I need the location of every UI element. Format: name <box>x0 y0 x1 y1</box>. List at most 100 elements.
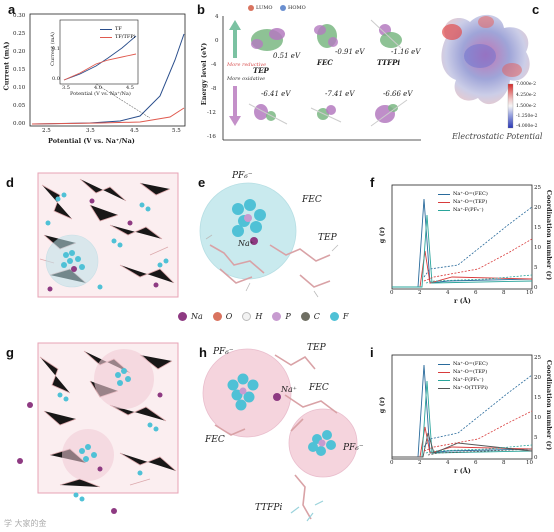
label-na: Na⁺ <box>238 239 254 248</box>
label-tep: TEP <box>307 343 326 353</box>
panel-h: h PF₆⁻ TEP Na⁺ FEC FEC PF₆⁻ TTFPi <box>195 335 365 525</box>
inset-xlabel: Potential (V vs. Na⁺/Na) <box>70 91 131 97</box>
watermark: 学 大家的金 <box>4 519 47 528</box>
cn-pf6 <box>425 444 533 454</box>
y2tick: 5 <box>534 435 538 441</box>
xtick: 10 <box>526 290 533 296</box>
atom-legend-c: C <box>300 312 320 321</box>
ytick: 4 <box>215 14 219 20</box>
colorbar-tick: -1.250e-2 <box>516 114 538 119</box>
legend-pf6: Na⁺-F(PF₆⁻) <box>438 207 484 213</box>
colorbar-tick: -4.000e-2 <box>516 124 538 129</box>
lumo-value-tep: 0.51 eV <box>273 52 301 60</box>
ytick: 0.10 <box>13 85 26 91</box>
label-tep: TEP <box>318 233 337 243</box>
rdf-pf6 <box>392 380 533 458</box>
y-axis-label: g (r) <box>378 226 387 244</box>
cn-fec <box>423 206 533 278</box>
atom-legend: Na O H P C F <box>178 312 348 321</box>
label-pf6: PF₆⁻ <box>232 171 253 181</box>
y-axis-label: g (r) <box>378 396 387 414</box>
panel-i-label: i <box>370 345 374 360</box>
panel-e: e PF₆⁻ FEC Na⁺ TEP <box>190 165 365 305</box>
ytick: -16 <box>207 134 216 140</box>
ytick: 0.20 <box>13 49 26 55</box>
panel-f: f Na⁺-O=(FEC) Na⁺-O=(TEP) Na⁺-F(PF₆⁻) g … <box>368 165 554 305</box>
solvation-structure-h <box>202 348 358 522</box>
label-na: Na⁺ <box>281 385 297 394</box>
cn-pf6 <box>425 274 533 284</box>
inset-leader <box>95 83 151 119</box>
lumo-value-ttfpi: -1.16 eV <box>391 48 421 56</box>
inset-ytick: 0.0 <box>52 76 60 82</box>
panel-c: c 7.000e-2 4.250e-2 1.500e-2 -1.250e- <box>428 0 554 150</box>
label-fec-right: FEC <box>309 383 329 393</box>
more-reductive-label: More reductive <box>227 62 267 68</box>
y2tick: 25 <box>534 185 541 191</box>
xtick: 8 <box>502 460 506 466</box>
y2-axis-label: Coordination number (r) <box>545 359 554 451</box>
atom-legend-p: P <box>272 312 291 321</box>
xtick: 10 <box>526 460 533 466</box>
md-snapshot-g <box>17 342 179 514</box>
inset-ylabel: Current (mA) <box>49 32 56 66</box>
label-fec: FEC <box>302 195 322 205</box>
h-ball-icon <box>242 312 252 321</box>
xtick: 5.5 <box>172 128 181 134</box>
y2tick: 10 <box>534 415 541 421</box>
p-ball-icon <box>272 312 282 321</box>
legend-tep: Na⁺-O=(TEP) <box>438 199 487 205</box>
cn-tep <box>423 410 533 452</box>
xtick: 2.5 <box>42 128 51 134</box>
ytick: 0.25 <box>13 31 26 37</box>
xtick: 4.5 <box>130 128 139 134</box>
ytick: -12 <box>207 110 216 116</box>
cn-tep <box>423 238 533 282</box>
legend-tep: Na⁺-O=(TEP) <box>438 369 487 375</box>
inset-xtick: 3.5 <box>62 85 70 91</box>
y2tick: 15 <box>534 225 541 231</box>
legend-tf: TF <box>100 26 122 32</box>
y2tick: 25 <box>534 355 541 361</box>
y2tick: 0 <box>534 285 538 291</box>
xtick: 2 <box>418 460 422 466</box>
label-fec-left: FEC <box>205 435 225 445</box>
y2tick: 20 <box>534 375 541 381</box>
legend-fec: Na⁺-O=(FEC) <box>438 191 488 197</box>
ytick: -8 <box>211 86 217 92</box>
xtick: 2 <box>418 290 422 296</box>
panel-b-label: b <box>197 2 205 17</box>
xtick: 6 <box>474 290 478 296</box>
ytick: 0.15 <box>13 67 26 73</box>
ytick: 0 <box>215 38 219 44</box>
inset-curve-tfpi <box>63 53 137 81</box>
legend-pf6: Na⁺-F(PF₆⁻) <box>438 377 484 383</box>
panel-b-plot <box>222 5 421 141</box>
homo-value-fec: -7.41 eV <box>325 90 355 98</box>
inset-xtick: 4.0 <box>94 85 102 91</box>
rdf-plot-f <box>391 184 533 290</box>
y2-axis-label: Coordination number (r) <box>545 189 554 281</box>
y2tick: 15 <box>534 395 541 401</box>
o-ball-icon <box>212 312 222 321</box>
inset-ytick: 0.1 <box>52 46 60 52</box>
f-ball-icon <box>329 312 339 321</box>
inset-xtick: 4.5 <box>126 85 134 91</box>
c-ball-icon <box>300 312 310 321</box>
molecule-name-tep: TEP <box>253 66 269 75</box>
y-axis-label: Energy level (eV) <box>200 42 209 106</box>
panel-c-label: c <box>532 2 540 17</box>
ytick: 0.30 <box>13 13 26 19</box>
legend-tfpi: TF/TFPi <box>100 34 135 40</box>
homo-value-tep: -6.41 eV <box>261 90 291 98</box>
panel-a: a 0.00 0.05 0.10 0.15 0.20 0.25 0.30 Cur… <box>0 0 190 150</box>
rdf-plot-i <box>391 354 533 460</box>
lumo-orbital-tep <box>251 28 285 51</box>
legend-fec: Na⁺-O=(FEC) <box>438 361 488 367</box>
molecule-name-ttfpi: TTFPi <box>377 58 401 67</box>
panel-f-label: f <box>370 175 375 190</box>
homo-value-ttfpi: -6.66 eV <box>383 90 413 98</box>
ytick: -4 <box>211 62 217 68</box>
colorbar-tick: 7.000e-2 <box>516 82 536 87</box>
atom-legend-o: O <box>212 312 232 321</box>
